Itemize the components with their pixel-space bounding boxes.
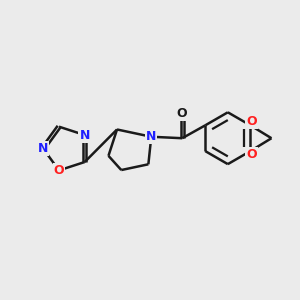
Text: O: O <box>177 107 188 120</box>
Text: O: O <box>246 148 257 161</box>
Text: O: O <box>54 164 64 177</box>
Text: N: N <box>38 142 48 155</box>
Text: O: O <box>246 115 257 128</box>
Text: N: N <box>146 130 156 143</box>
Text: N: N <box>80 128 90 142</box>
